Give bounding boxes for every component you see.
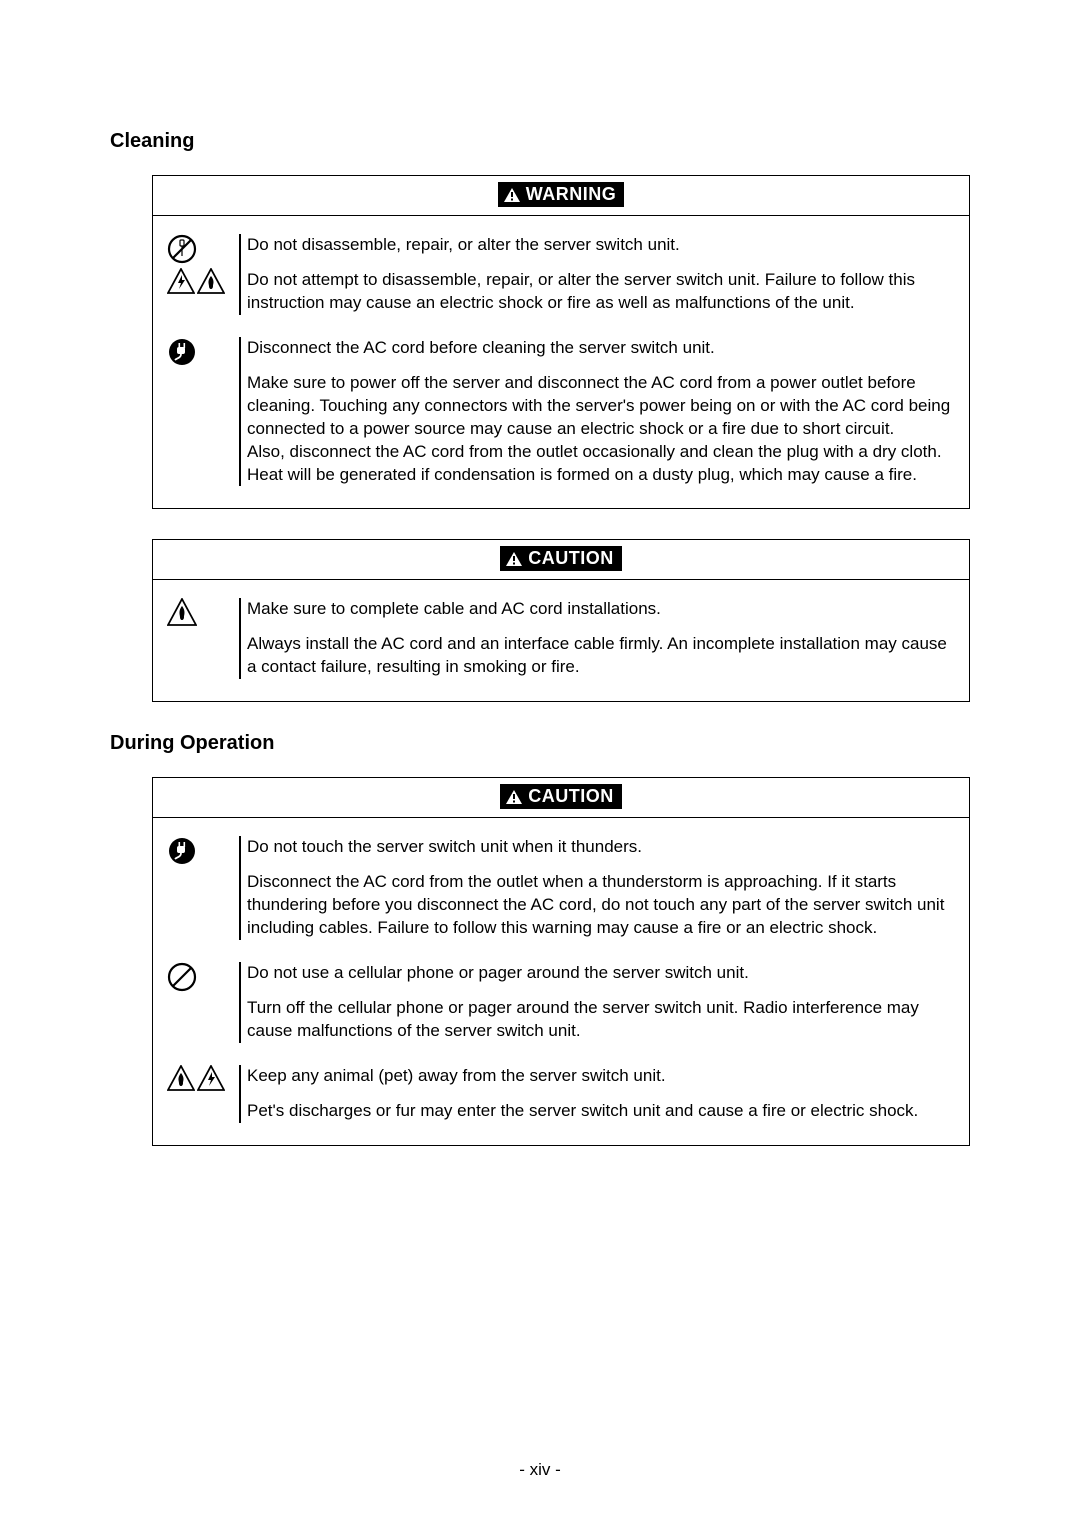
caution-badge: CAUTION	[500, 546, 622, 571]
prohibit-disassemble-icon	[167, 234, 197, 264]
notice-lead: Make sure to complete cable and AC cord …	[247, 598, 955, 621]
caution-box-operation: CAUTION Do not touch the server switch u…	[152, 777, 970, 1145]
notice-body: Do not touch the server switch unit when…	[153, 818, 969, 1144]
shock-hazard-icon	[197, 1065, 225, 1091]
notice-text: Keep any animal (pet) away from the serv…	[239, 1065, 955, 1123]
notice-row: Make sure to complete cable and AC cord …	[167, 598, 955, 679]
section-heading-operation: During Operation	[110, 732, 970, 755]
unplug-icon	[167, 337, 197, 367]
warning-box-cleaning: WARNING Do not disassemble, repair, or a…	[152, 175, 970, 509]
notice-lead: Do not touch the server switch unit when…	[247, 836, 955, 859]
alert-icon	[504, 188, 520, 202]
page-number: - xiv -	[0, 1460, 1080, 1480]
notice-text: Disconnect the AC cord before cleaning t…	[239, 337, 955, 487]
icon-column	[167, 962, 225, 992]
notice-text: Do not use a cellular phone or pager aro…	[239, 962, 955, 1043]
shock-hazard-icon	[167, 268, 195, 294]
notice-lead: Keep any animal (pet) away from the serv…	[247, 1065, 955, 1088]
notice-body-text: Pet's discharges or fur may enter the se…	[247, 1100, 955, 1123]
warning-badge-label: WARNING	[526, 184, 617, 205]
caution-badge: CAUTION	[500, 784, 622, 809]
notice-lead: Do not disassemble, repair, or alter the…	[247, 234, 955, 257]
notice-row: Do not touch the server switch unit when…	[167, 836, 955, 940]
notice-header: CAUTION	[153, 540, 969, 580]
icon-column	[167, 836, 225, 866]
notice-body-text: Always install the AC cord and an interf…	[247, 633, 955, 679]
notice-lead: Do not use a cellular phone or pager aro…	[247, 962, 955, 985]
notice-row: Do not disassemble, repair, or alter the…	[167, 234, 955, 315]
fire-hazard-icon	[197, 268, 225, 294]
notice-header: WARNING	[153, 176, 969, 216]
notice-row: Do not use a cellular phone or pager aro…	[167, 962, 955, 1043]
notice-header: CAUTION	[153, 778, 969, 818]
notice-body-text: Disconnect the AC cord from the outlet w…	[247, 871, 955, 940]
caution-badge-label: CAUTION	[528, 548, 614, 569]
notice-body-text: Make sure to power off the server and di…	[247, 372, 955, 487]
notice-row: Keep any animal (pet) away from the serv…	[167, 1065, 955, 1123]
warning-badge: WARNING	[498, 182, 625, 207]
caution-box-cleaning: CAUTION Make sure to complete cable and …	[152, 539, 970, 702]
unplug-icon	[167, 836, 197, 866]
icon-column	[167, 337, 225, 367]
notice-row: Disconnect the AC cord before cleaning t…	[167, 337, 955, 487]
page: Cleaning WARNING Do not disassemble, rep…	[0, 0, 1080, 1528]
notice-body: Do not disassemble, repair, or alter the…	[153, 216, 969, 508]
fire-hazard-icon	[167, 598, 197, 626]
alert-icon	[506, 790, 522, 804]
icon-column	[167, 598, 225, 626]
alert-icon	[506, 552, 522, 566]
caution-badge-label: CAUTION	[528, 786, 614, 807]
notice-text: Make sure to complete cable and AC cord …	[239, 598, 955, 679]
notice-body: Make sure to complete cable and AC cord …	[153, 580, 969, 701]
notice-text: Do not disassemble, repair, or alter the…	[239, 234, 955, 315]
prohibit-icon	[167, 962, 197, 992]
section-heading-cleaning: Cleaning	[110, 130, 970, 153]
icon-column	[167, 1065, 225, 1091]
notice-body-text: Do not attempt to disassemble, repair, o…	[247, 269, 955, 315]
notice-body-text: Turn off the cellular phone or pager aro…	[247, 997, 955, 1043]
notice-text: Do not touch the server switch unit when…	[239, 836, 955, 940]
icon-column	[167, 234, 225, 294]
notice-lead: Disconnect the AC cord before cleaning t…	[247, 337, 955, 360]
fire-hazard-icon	[167, 1065, 195, 1091]
